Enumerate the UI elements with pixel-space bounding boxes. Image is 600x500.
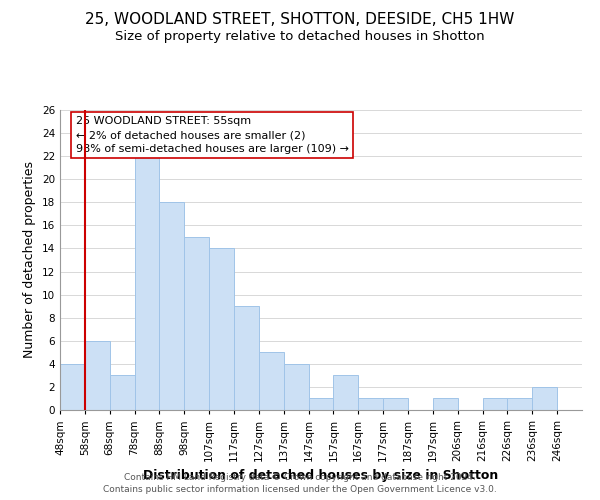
Text: Contains HM Land Registry data © Crown copyright and database right 2024.: Contains HM Land Registry data © Crown c…	[124, 473, 476, 482]
Bar	[433, 398, 458, 410]
Bar	[134, 156, 160, 410]
Bar	[259, 352, 284, 410]
Bar	[508, 398, 532, 410]
Bar	[60, 364, 85, 410]
Y-axis label: Number of detached properties: Number of detached properties	[23, 162, 37, 358]
X-axis label: Distribution of detached houses by size in Shotton: Distribution of detached houses by size …	[143, 470, 499, 482]
Bar	[482, 398, 508, 410]
Bar	[308, 398, 334, 410]
Bar	[532, 387, 557, 410]
Bar	[160, 202, 184, 410]
Bar	[358, 398, 383, 410]
Bar	[85, 341, 110, 410]
Text: 25 WOODLAND STREET: 55sqm
← 2% of detached houses are smaller (2)
98% of semi-de: 25 WOODLAND STREET: 55sqm ← 2% of detach…	[76, 116, 349, 154]
Bar	[383, 398, 408, 410]
Bar	[334, 376, 358, 410]
Text: Contains public sector information licensed under the Open Government Licence v3: Contains public sector information licen…	[103, 486, 497, 494]
Bar	[209, 248, 234, 410]
Bar	[184, 237, 209, 410]
Text: 25, WOODLAND STREET, SHOTTON, DEESIDE, CH5 1HW: 25, WOODLAND STREET, SHOTTON, DEESIDE, C…	[85, 12, 515, 28]
Bar	[234, 306, 259, 410]
Bar	[110, 376, 134, 410]
Bar	[284, 364, 308, 410]
Text: Size of property relative to detached houses in Shotton: Size of property relative to detached ho…	[115, 30, 485, 43]
